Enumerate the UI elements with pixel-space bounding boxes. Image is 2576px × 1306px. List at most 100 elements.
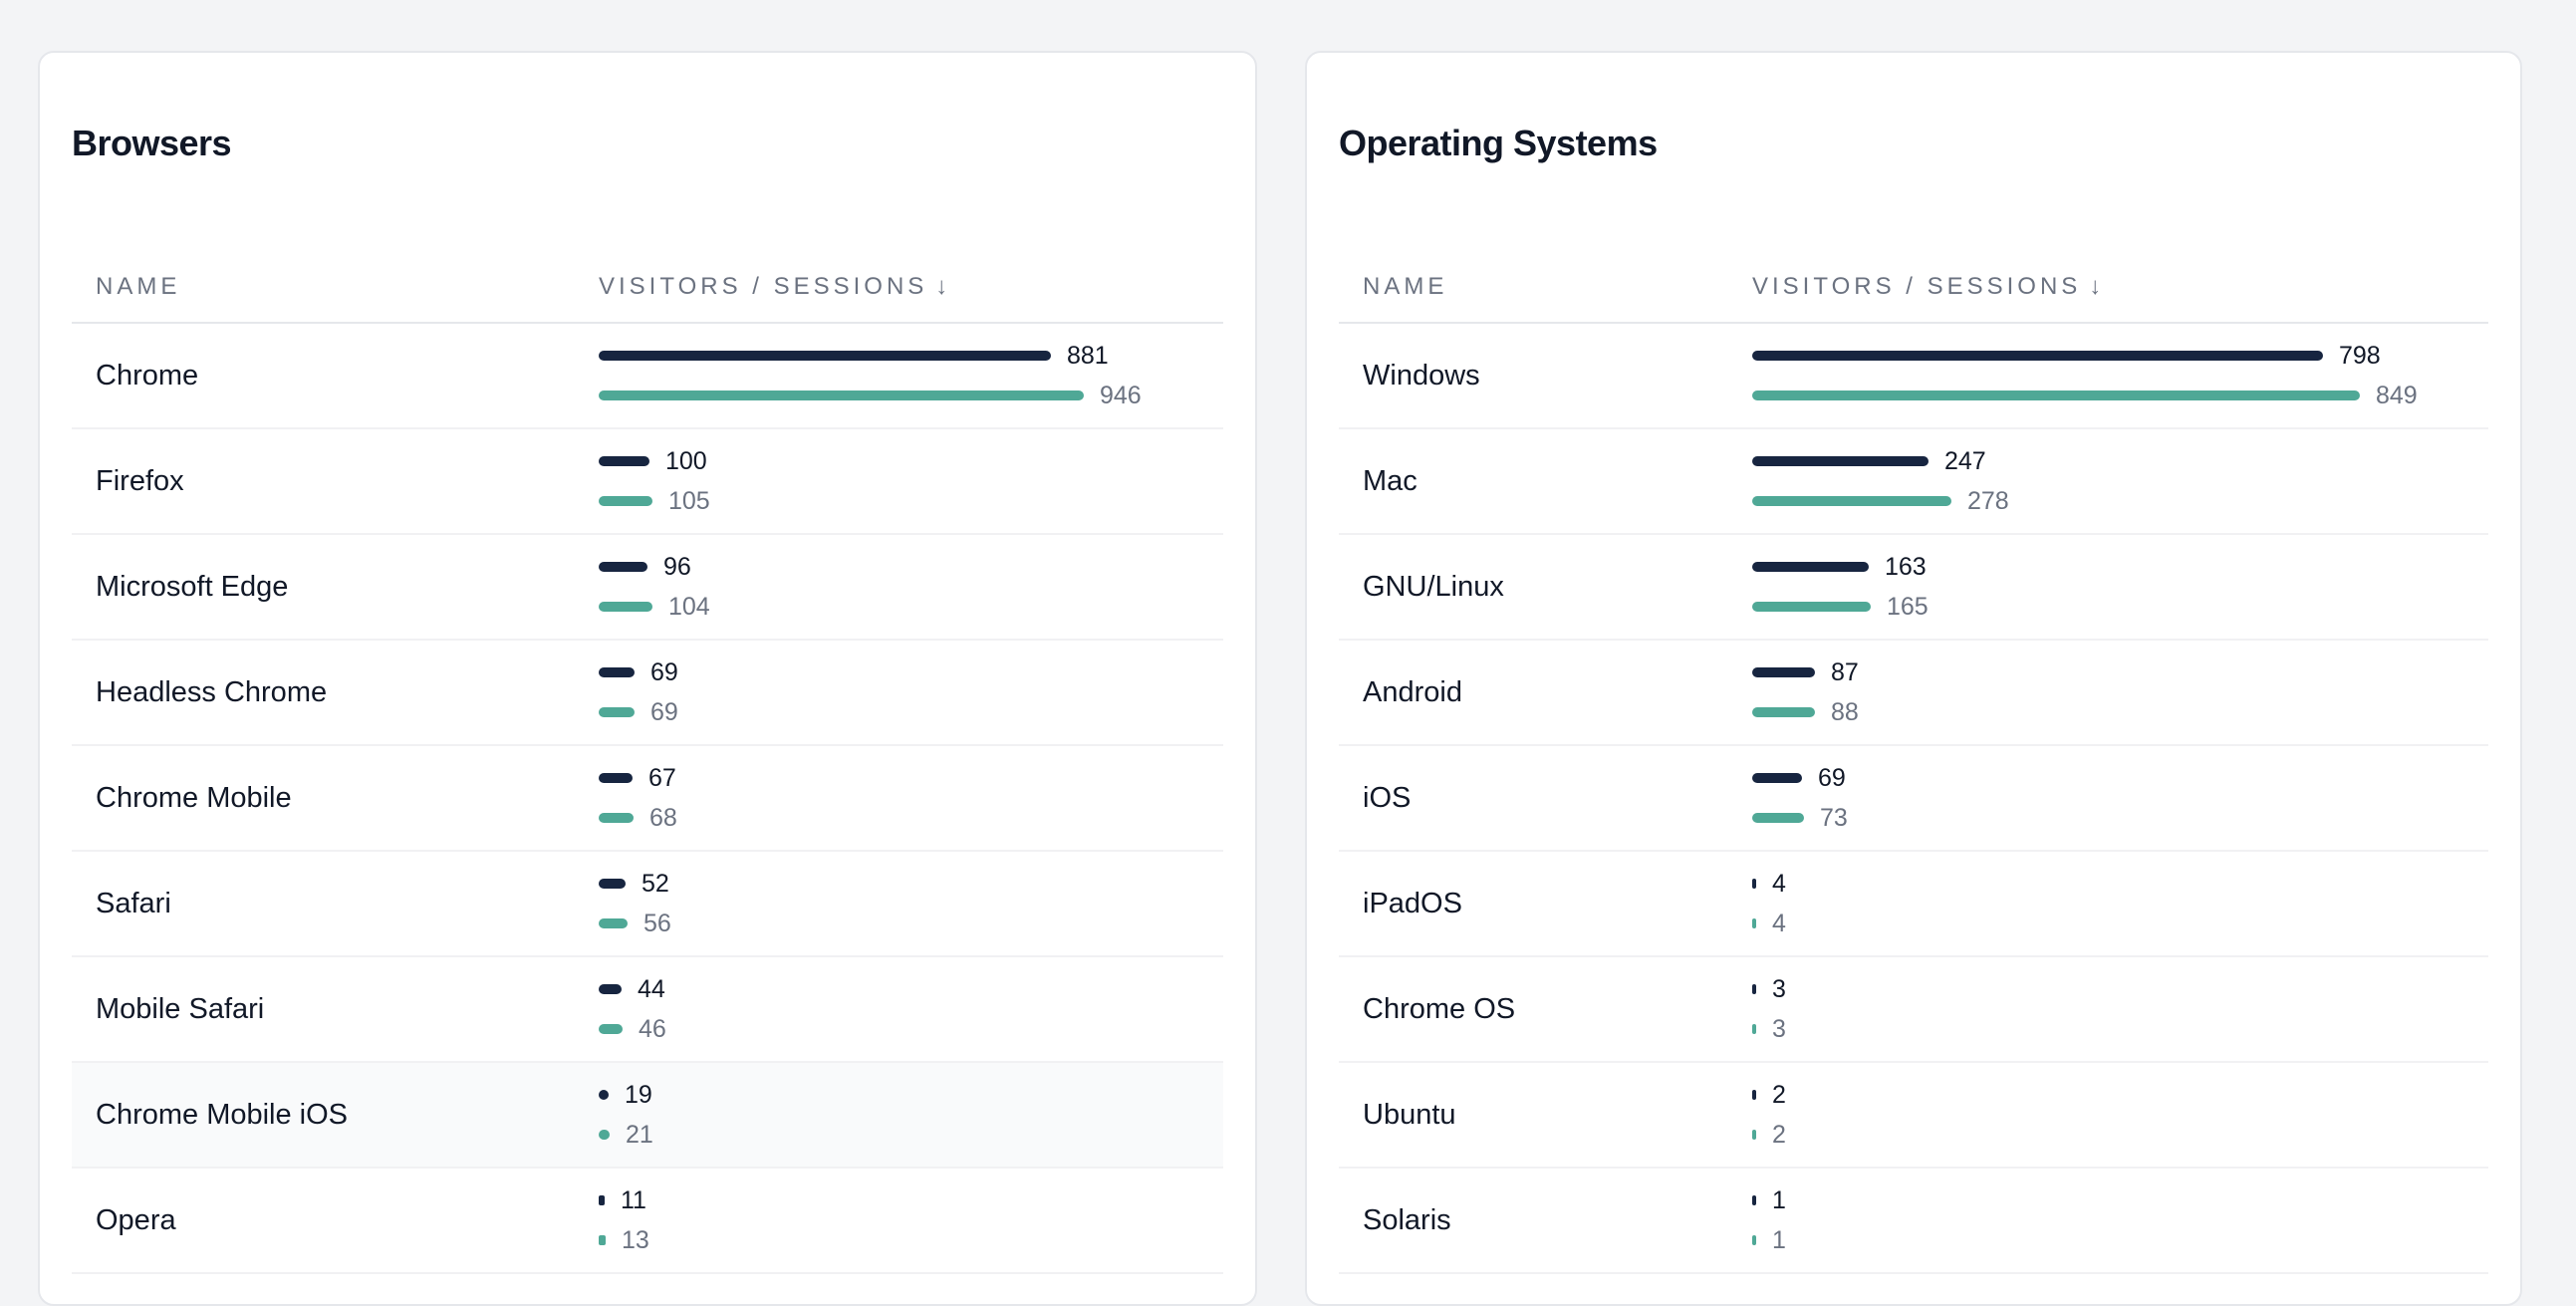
visitors-line: 44: [599, 969, 1223, 1009]
visitors-line: 69: [599, 653, 1223, 692]
visitors-bar: [1752, 456, 1929, 466]
row-name: Opera: [72, 1168, 599, 1274]
table-row[interactable]: Headless Chrome 69 69: [72, 640, 1223, 746]
sessions-line: 1: [1752, 1220, 2488, 1260]
sessions-line: 4: [1752, 904, 2488, 943]
visitors-bar: [1752, 879, 1756, 889]
name-column-header: NAME: [1339, 252, 1752, 324]
visitors-bar: [599, 1090, 609, 1100]
visitors-bar: [599, 562, 647, 572]
row-metric: 881 946: [599, 323, 1223, 429]
table-row[interactable]: Solaris 1 1: [1339, 1168, 2488, 1274]
row-metric: 11 13: [599, 1168, 1223, 1274]
sessions-line: 68: [599, 798, 1223, 838]
visitors-bar: [1752, 773, 1802, 783]
visitors-bar: [599, 773, 633, 783]
row-name: GNU/Linux: [1339, 534, 1752, 641]
row-name: Ubuntu: [1339, 1062, 1752, 1169]
sessions-value: 46: [639, 1014, 666, 1043]
table-row[interactable]: Mobile Safari 44 46: [72, 956, 1223, 1063]
sessions-value: 278: [1967, 486, 2009, 515]
browsers-title: Browsers: [72, 123, 232, 163]
visitors-line: 247: [1752, 441, 2488, 481]
sessions-line: 56: [599, 904, 1223, 943]
visitors-value: 19: [625, 1080, 652, 1109]
row-name: Chrome OS: [1339, 956, 1752, 1063]
os-header-row: NAME VISITORS / SESSIONS ↓: [1339, 252, 2488, 324]
sessions-bar: [1752, 602, 1871, 612]
visitors-line: 52: [599, 864, 1223, 904]
sessions-bar: [599, 1024, 623, 1034]
table-row[interactable]: iPadOS 4 4: [1339, 851, 2488, 957]
visitors-bar: [599, 879, 626, 889]
row-name: Firefox: [72, 428, 599, 535]
table-row[interactable]: Chrome 881 946: [72, 323, 1223, 429]
sessions-bar: [599, 1235, 606, 1245]
visitors-value: 247: [1944, 446, 1986, 475]
row-name: Chrome Mobile iOS: [72, 1062, 599, 1169]
sessions-value: 849: [2376, 381, 2418, 409]
visitors-value: 100: [665, 446, 707, 475]
table-row[interactable]: Firefox 100 105: [72, 428, 1223, 535]
visitors-bar: [1752, 1195, 1756, 1205]
table-row[interactable]: Chrome OS 3 3: [1339, 956, 2488, 1063]
table-row[interactable]: Chrome Mobile 67 68: [72, 745, 1223, 852]
table-row[interactable]: Microsoft Edge 96 104: [72, 534, 1223, 641]
row-metric: 100 105: [599, 428, 1223, 535]
visitors-line: 87: [1752, 653, 2488, 692]
table-row[interactable]: Opera 11 13: [72, 1168, 1223, 1274]
visitors-bar: [1752, 562, 1869, 572]
sessions-line: 104: [599, 587, 1223, 627]
sessions-line: 3: [1752, 1009, 2488, 1049]
table-row[interactable]: GNU/Linux 163 165: [1339, 534, 2488, 641]
sessions-line: 278: [1752, 481, 2488, 521]
row-name: Microsoft Edge: [72, 534, 599, 641]
sessions-value: 1: [1772, 1225, 1786, 1254]
visitors-line: 4: [1752, 864, 2488, 904]
visitors-value: 44: [638, 974, 665, 1003]
visitors-value: 96: [663, 552, 691, 581]
table-row[interactable]: Safari 52 56: [72, 851, 1223, 957]
row-metric: 52 56: [599, 851, 1223, 957]
table-row[interactable]: Chrome Mobile iOS 19 21: [72, 1062, 1223, 1169]
visitors-value: 163: [1885, 552, 1927, 581]
row-name: Android: [1339, 640, 1752, 746]
arrow-down-icon: ↓: [935, 273, 948, 300]
visitors-line: 11: [599, 1180, 1223, 1220]
sessions-value: 104: [668, 592, 710, 621]
visitors-line: 67: [599, 758, 1223, 798]
sessions-bar: [599, 391, 1084, 400]
visitors-line: 100: [599, 441, 1223, 481]
visitors-sessions-column-header[interactable]: VISITORS / SESSIONS ↓: [599, 252, 1223, 324]
sessions-line: 13: [599, 1220, 1223, 1260]
table-row[interactable]: Mac 247 278: [1339, 428, 2488, 535]
sessions-bar: [1752, 707, 1815, 717]
sessions-value: 4: [1772, 909, 1786, 937]
sessions-bar: [1752, 1235, 1756, 1245]
browsers-header-row: NAME VISITORS / SESSIONS ↓: [72, 252, 1223, 324]
table-row[interactable]: Ubuntu 2 2: [1339, 1062, 2488, 1169]
sessions-bar: [599, 813, 634, 823]
visitors-value: 3: [1772, 974, 1786, 1003]
sessions-bar: [599, 496, 652, 506]
sessions-value: 3: [1772, 1014, 1786, 1043]
table-row[interactable]: Windows 798 849: [1339, 323, 2488, 429]
sessions-line: 2: [1752, 1115, 2488, 1155]
visitors-sessions-column-header[interactable]: VISITORS / SESSIONS ↓: [1752, 252, 2488, 324]
arrow-down-icon: ↓: [2089, 273, 2102, 300]
table-row[interactable]: iOS 69 73: [1339, 745, 2488, 852]
sessions-line: 73: [1752, 798, 2488, 838]
table-row[interactable]: Android 87 88: [1339, 640, 2488, 746]
visitors-bar: [599, 456, 649, 466]
visitors-bar: [1752, 984, 1756, 994]
sessions-value: 69: [650, 697, 678, 726]
sessions-bar: [1752, 813, 1804, 823]
row-metric: 96 104: [599, 534, 1223, 641]
visitors-line: 19: [599, 1075, 1223, 1115]
browsers-table: NAME VISITORS / SESSIONS ↓ Chrome 881 946 Fi…: [72, 252, 1223, 1274]
visitors-line: 69: [1752, 758, 2488, 798]
sessions-line: 946: [599, 376, 1223, 415]
os-table: NAME VISITORS / SESSIONS ↓ Windows 798 849 M…: [1339, 252, 2488, 1274]
sessions-line: 21: [599, 1115, 1223, 1155]
